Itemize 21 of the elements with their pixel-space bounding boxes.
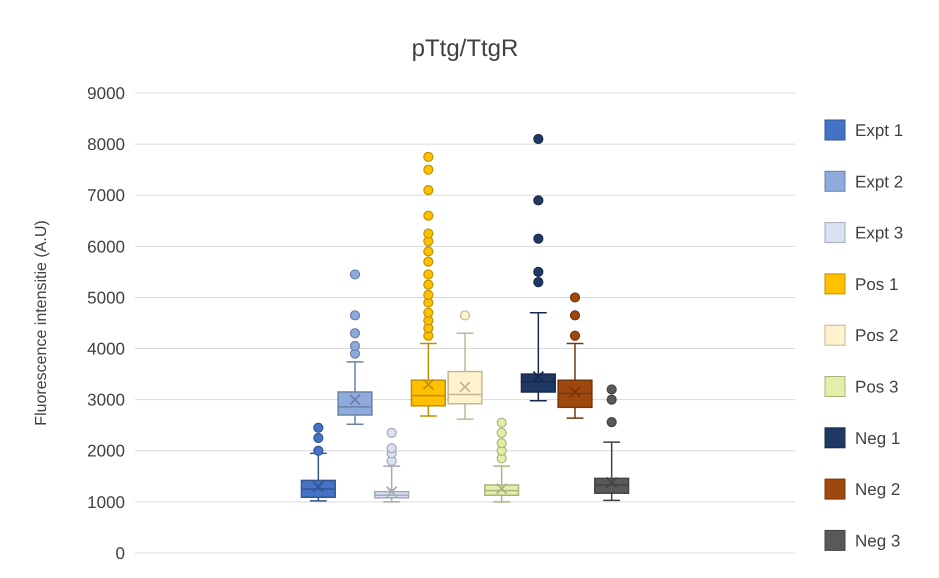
- legend-label: Pos 3: [855, 377, 898, 396]
- y-tick-label: 2000: [87, 442, 125, 461]
- y-tick-label: 9000: [87, 84, 125, 103]
- y-tick-label: 1000: [87, 492, 125, 512]
- legend-label: Expt 3: [855, 224, 904, 243]
- y-tick-label: 7000: [87, 186, 125, 206]
- y-tick-label: 4000: [87, 340, 125, 359]
- legend-label: Neg 3: [855, 531, 900, 550]
- y-axis-title: Fluorescence intensitie (A.U): [33, 220, 50, 426]
- y-tick-label: 8000: [87, 135, 125, 154]
- y-tick-label: 5000: [87, 288, 125, 308]
- chart-title: pTtg/TtgR: [412, 35, 518, 62]
- legend-label: Neg 1: [855, 428, 900, 448]
- y-tick-label: 6000: [87, 237, 125, 256]
- y-tick-label: 3000: [87, 390, 125, 410]
- y-tick-label: 0: [116, 544, 125, 563]
- legend-label: Neg 2: [855, 480, 900, 500]
- legend-label: Pos 2: [855, 326, 898, 346]
- legend-label: Expt 1: [855, 120, 904, 140]
- legend-label: Pos 1: [855, 274, 898, 294]
- legend-label: Expt 2: [855, 172, 904, 192]
